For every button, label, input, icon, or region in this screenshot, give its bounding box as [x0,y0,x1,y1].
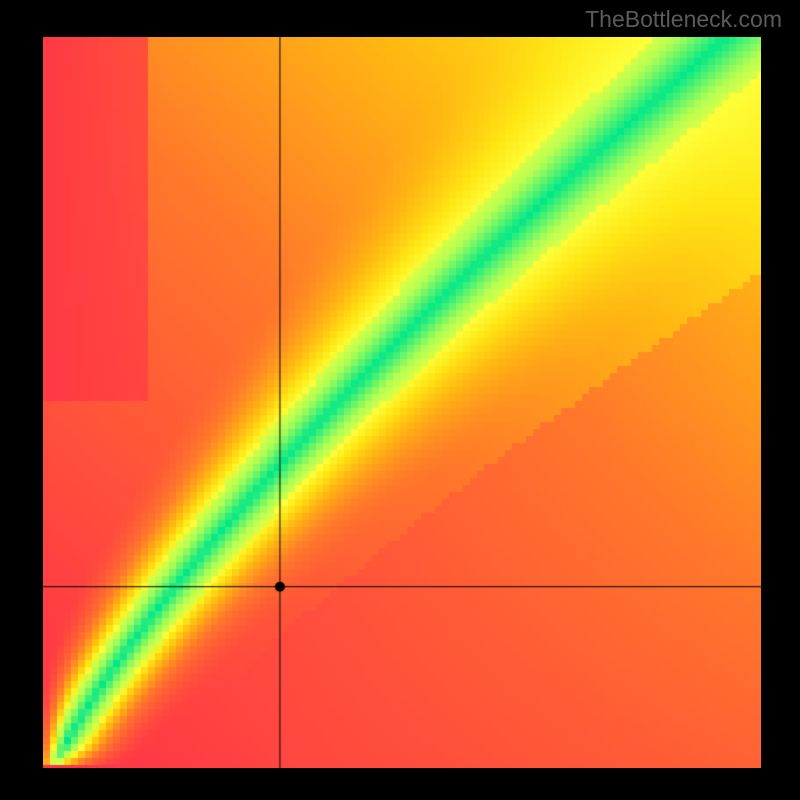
watermark-text: TheBottleneck.com [585,6,782,33]
heatmap-canvas [43,37,761,768]
chart-container: TheBottleneck.com [0,0,800,800]
